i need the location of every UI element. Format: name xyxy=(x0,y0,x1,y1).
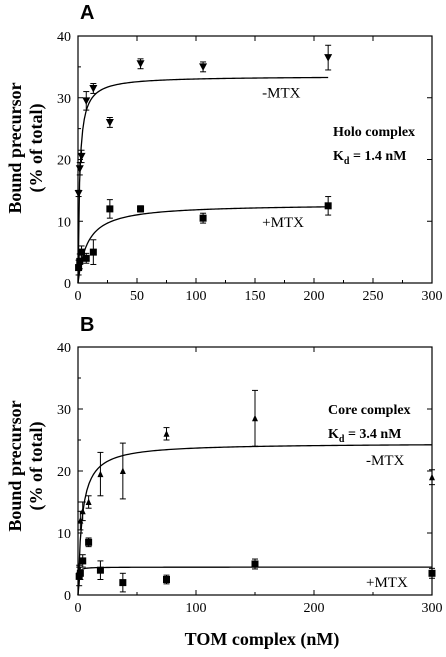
panel-b-xtick-label: 300 xyxy=(422,601,443,616)
panel-a-kd: Kd = 1.4 nM xyxy=(333,149,406,167)
panel-a-ytick-label: 20 xyxy=(57,154,71,169)
panel-a-xtick-label: 250 xyxy=(363,289,384,304)
panel-b-letter: B xyxy=(80,314,94,336)
panel-b-ylabel-line1: Bound precursor xyxy=(5,400,25,531)
panel-a-plus-mtx-point xyxy=(82,254,90,262)
panel-a-xtick-label: 0 xyxy=(75,289,82,304)
panel-b-plus-mtx-point xyxy=(79,557,87,565)
panel-a-minus-mtx-point xyxy=(199,63,208,71)
panel-b-minus-mtx-point xyxy=(79,507,86,515)
panel-a-plus-mtx-point xyxy=(137,205,145,213)
panel-b-ytick-label: 20 xyxy=(57,465,71,480)
panel-a-xtick-label: 50 xyxy=(130,289,144,304)
panel-b-plus-mtx-point xyxy=(119,579,127,587)
panel-a-plot: 0 50 100 150 200 250 300 0 10 20 30 40 -MTX +MTX xyxy=(57,30,443,304)
panel-b-plus-mtx-point xyxy=(85,538,93,546)
panel-b-minus-mtx-point xyxy=(119,467,126,474)
panel-a-ytick-label: 30 xyxy=(57,92,71,107)
panel-a-xtick-label: 300 xyxy=(422,289,443,304)
panel-a-minus-mtx-point xyxy=(89,84,98,93)
panel-a-plus-mtx-point xyxy=(78,248,86,256)
panel-a-minus-mtx-fit-curve xyxy=(77,76,329,284)
panel-a-plus-mtx-point xyxy=(106,205,114,213)
panel-a-minus-mtx-point xyxy=(74,189,83,198)
panel-b-box-title: Core complex xyxy=(328,403,411,418)
panel-a-xtick-label: 100 xyxy=(186,289,207,304)
panel-a-plus-mtx-point xyxy=(76,257,84,265)
panel-b-minus-mtx-point xyxy=(163,430,170,437)
panel-b-xtick-label: 0 xyxy=(75,601,82,616)
panel-b-ytick-label: 40 xyxy=(57,341,71,356)
panel-b-plus-mtx-label: +MTX xyxy=(366,575,408,591)
panel-a-minus-mtx-point xyxy=(324,54,333,62)
panel-b-ytick-label: 30 xyxy=(57,403,71,418)
panel-a-xtick-label: 200 xyxy=(304,289,325,304)
panel-b-kd: Kd = 3.4 nM xyxy=(328,427,401,445)
panel-b-plus-mtx-point xyxy=(251,560,259,568)
panel-a-plus-mtx-point xyxy=(324,202,332,210)
panel-a-minus-mtx-point xyxy=(75,165,84,173)
panel-b-minus-mtx-point xyxy=(252,414,258,422)
panel-b-minus-mtx-label: -MTX xyxy=(366,453,404,469)
panel-a-plus-mtx-point xyxy=(89,248,97,256)
panel-b-xtick-label: 100 xyxy=(186,601,207,616)
panel-a-minus-mtx-point xyxy=(77,152,86,161)
panel-a-minus-mtx-point xyxy=(105,118,114,127)
panel-b-xtick-label: 200 xyxy=(304,601,325,616)
panel-b-ylabel-line2: (% of total) xyxy=(26,422,47,511)
panel-b-plus-mtx-point xyxy=(428,569,436,577)
panel-a-ylabel-line2: (% of total) xyxy=(26,104,47,193)
panel-b-plus-mtx-point xyxy=(76,569,84,577)
x-axis-title: TOM complex (nM) xyxy=(185,629,340,650)
panel-a-plus-mtx-label: +MTX xyxy=(262,215,304,231)
panel-b-ytick-label: 10 xyxy=(57,527,71,542)
panel-b-ytick-label: 0 xyxy=(64,589,71,604)
panel-a-ytick-label: 40 xyxy=(57,30,71,45)
panel-a-plus-mtx-point xyxy=(199,214,207,222)
panel-a-ylabel-line1: Bound precursor xyxy=(5,82,25,213)
panel-a-minus-mtx-point xyxy=(136,60,145,68)
panel-a-box-title: Holo complex xyxy=(333,125,415,140)
panel-a-letter: A xyxy=(80,2,94,24)
panel-b-minus-mtx-point xyxy=(85,498,92,505)
panel-b-frame xyxy=(77,346,433,596)
panel-b-minus-mtx-point xyxy=(97,470,104,478)
panel-a-plus-mtx-point xyxy=(75,264,83,272)
panel-b-plus-mtx-point xyxy=(96,566,104,574)
panel-a-minus-mtx-label: -MTX xyxy=(262,85,300,101)
panel-b-plus-mtx-point xyxy=(163,576,170,583)
panel-a-plus-mtx-fit-curve xyxy=(77,206,329,284)
panel-a-xtick-label: 150 xyxy=(245,289,266,304)
panel-a-minus-mtx-point xyxy=(82,97,91,105)
panel-a-ytick-label: 0 xyxy=(64,277,71,292)
panel-b-plot: 0 100 200 300 0 10 20 30 40 -MTX +MTX xyxy=(57,341,443,616)
panel-b-minus-mtx-point xyxy=(429,473,435,481)
panel-a-ytick-label: 10 xyxy=(57,215,71,230)
